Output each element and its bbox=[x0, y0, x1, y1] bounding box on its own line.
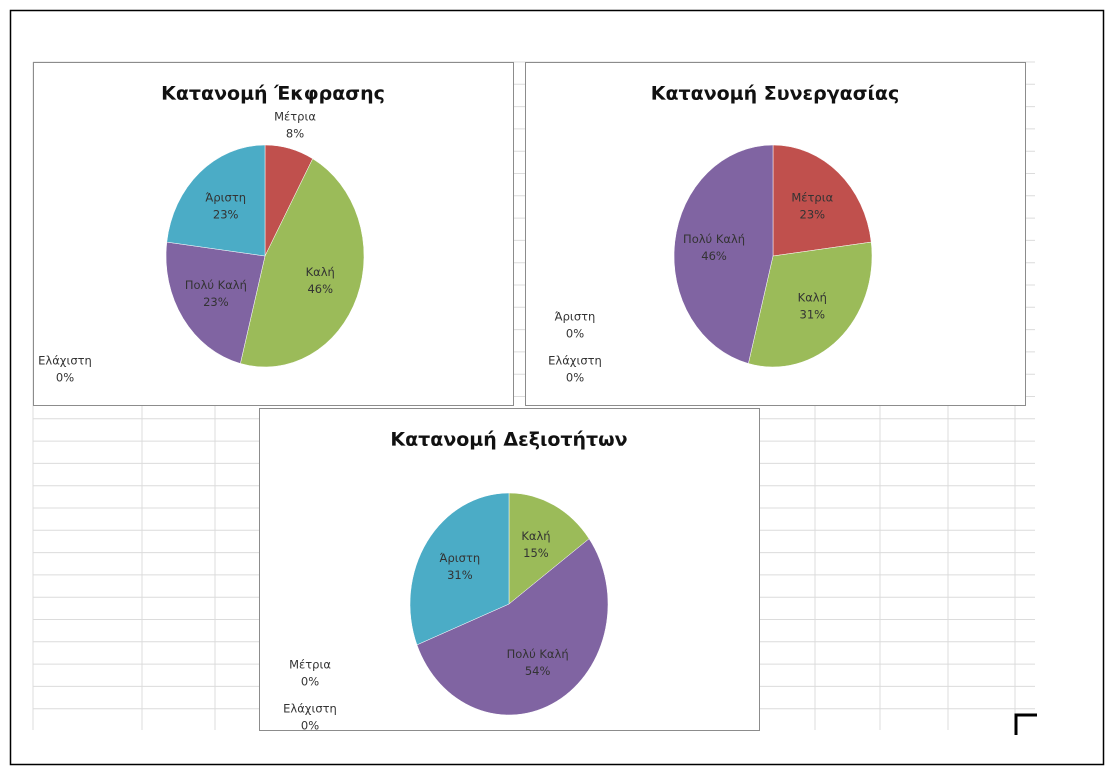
data-label-value: 54% bbox=[525, 664, 551, 678]
pie-slice bbox=[166, 144, 266, 257]
pie-slice bbox=[409, 492, 510, 646]
pie-slice bbox=[772, 144, 872, 257]
corner-mark bbox=[1014, 713, 1037, 735]
chart-title: Κατανομή Έκφρασης bbox=[161, 83, 385, 105]
pie-slice bbox=[240, 158, 365, 368]
data-label-name: Καλή bbox=[306, 265, 335, 279]
pie-slice bbox=[165, 241, 266, 364]
data-label-name: Καλή bbox=[798, 290, 827, 304]
data-label-value: 0% bbox=[566, 371, 584, 385]
data-label-value: 46% bbox=[701, 249, 727, 263]
data-label-value: 23% bbox=[800, 208, 826, 222]
chart-title: Κατανομή Δεξιοτήτων bbox=[390, 429, 627, 451]
data-label-name: Πολύ Καλή bbox=[683, 232, 745, 246]
data-label-value: 0% bbox=[301, 719, 319, 733]
data-label-name: Μέτρια bbox=[791, 191, 833, 205]
pie-slice bbox=[673, 144, 774, 364]
data-label-value: 46% bbox=[307, 282, 333, 296]
data-label-name: Άριστη bbox=[555, 310, 596, 324]
data-label-name: Μέτρια bbox=[289, 658, 331, 672]
data-label-name: Ελάχιστη bbox=[38, 354, 92, 368]
data-label-value: 31% bbox=[800, 307, 826, 321]
data-label-value: 23% bbox=[203, 295, 229, 309]
pie-slice bbox=[416, 538, 609, 716]
data-label-name: Πολύ Καλή bbox=[185, 278, 247, 292]
data-label-value: 8% bbox=[286, 126, 304, 140]
data-label-value: 23% bbox=[213, 208, 239, 222]
chart-title: Κατανομή Συνεργασίας bbox=[651, 83, 900, 105]
data-label-name: Καλή bbox=[521, 529, 550, 543]
pie-slice bbox=[748, 241, 873, 368]
pie-slice bbox=[508, 492, 590, 605]
data-label-value: 0% bbox=[301, 675, 319, 689]
data-label-name: Ελάχιστη bbox=[283, 702, 337, 716]
data-label-value: 15% bbox=[523, 546, 549, 560]
data-label-name: Μέτρια bbox=[274, 109, 316, 123]
data-label-value: 0% bbox=[56, 371, 74, 385]
data-label-name: Ελάχιστη bbox=[548, 354, 602, 368]
data-label-name: Πολύ Καλή bbox=[507, 647, 569, 661]
data-label-name: Άριστη bbox=[205, 191, 246, 205]
data-label-value: 0% bbox=[566, 327, 584, 341]
data-label-name: Άριστη bbox=[440, 551, 481, 565]
data-label-value: 31% bbox=[447, 568, 473, 582]
